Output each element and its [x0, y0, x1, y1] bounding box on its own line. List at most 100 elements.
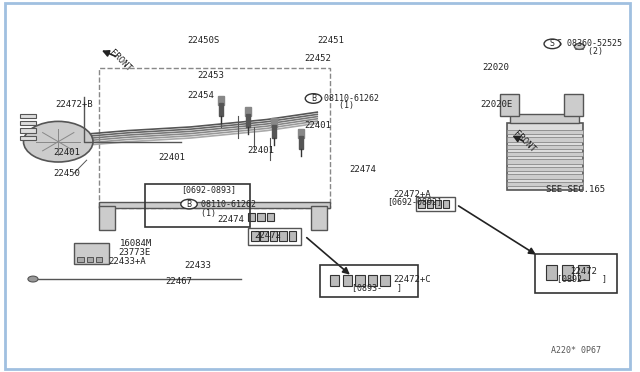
Bar — [77, 257, 83, 262]
Circle shape — [544, 39, 561, 49]
Text: 22472+A: 22472+A — [393, 190, 431, 199]
Text: (1): (1) — [191, 209, 216, 218]
Text: B: B — [186, 200, 191, 209]
Text: 22452: 22452 — [305, 54, 332, 63]
Bar — [562, 265, 573, 280]
Text: 22020: 22020 — [483, 62, 509, 72]
Text: FRONT: FRONT — [108, 48, 133, 73]
Text: 22020E: 22020E — [480, 100, 513, 109]
Bar — [257, 213, 265, 221]
Bar — [20, 121, 36, 125]
Bar — [507, 145, 582, 149]
Bar — [244, 107, 251, 116]
Bar — [248, 213, 255, 221]
Text: FRONT: FRONT — [512, 129, 537, 154]
Text: 23773E: 23773E — [118, 248, 150, 257]
Circle shape — [181, 199, 197, 209]
Text: 22401: 22401 — [53, 148, 80, 157]
Bar — [443, 200, 449, 208]
Bar — [86, 257, 93, 262]
Bar — [507, 182, 582, 186]
Text: 22472+C: 22472+C — [393, 275, 431, 283]
Text: 22472: 22472 — [570, 267, 597, 276]
Bar — [507, 123, 582, 190]
Bar — [355, 275, 365, 286]
Bar — [271, 118, 278, 127]
Bar — [279, 231, 287, 241]
Text: 22453: 22453 — [197, 71, 224, 80]
Text: 22472: 22472 — [254, 231, 281, 240]
Text: B 08110-61262: B 08110-61262 — [314, 94, 379, 103]
Bar — [507, 160, 582, 164]
Text: 22472+B: 22472+B — [55, 100, 93, 109]
Text: S: S — [550, 39, 555, 48]
Bar — [577, 265, 589, 280]
Text: [0692-0892]: [0692-0892] — [387, 197, 442, 206]
Text: 22450S: 22450S — [188, 36, 220, 45]
Bar — [267, 213, 275, 221]
Bar — [246, 114, 250, 127]
Bar — [330, 275, 339, 286]
Bar — [564, 94, 582, 116]
Bar — [507, 130, 582, 134]
Bar — [311, 206, 327, 230]
Bar — [368, 275, 377, 286]
Bar — [426, 200, 433, 208]
Text: [0892-   ]: [0892- ] — [557, 275, 607, 283]
Text: [0692-0893]: [0692-0893] — [181, 185, 236, 194]
Text: 22451: 22451 — [317, 36, 344, 45]
Text: 22433+A: 22433+A — [109, 257, 147, 266]
Text: 22401: 22401 — [305, 121, 332, 129]
Text: (1): (1) — [324, 101, 353, 110]
Text: 16084M: 16084M — [120, 239, 152, 248]
Bar — [273, 125, 276, 138]
Bar — [507, 167, 582, 171]
Bar — [20, 136, 36, 140]
Text: B: B — [311, 94, 316, 103]
Bar — [270, 231, 278, 241]
Text: 22401: 22401 — [248, 147, 275, 155]
Circle shape — [305, 94, 322, 103]
Bar — [546, 265, 557, 280]
Bar — [435, 200, 441, 208]
Bar — [298, 129, 304, 138]
Text: 22433: 22433 — [184, 261, 211, 270]
Text: B 08110-61262: B 08110-61262 — [191, 200, 256, 209]
Bar — [248, 228, 301, 245]
Bar — [500, 94, 520, 116]
Text: S 08360-52525: S 08360-52525 — [557, 39, 622, 48]
Circle shape — [24, 121, 93, 162]
Bar — [419, 200, 425, 208]
Bar — [507, 137, 582, 142]
Text: 22401: 22401 — [158, 153, 185, 162]
Bar — [99, 202, 330, 208]
Bar — [510, 114, 579, 123]
Bar — [218, 96, 225, 105]
Text: 22474: 22474 — [218, 215, 244, 224]
Bar — [507, 174, 582, 179]
Text: (2): (2) — [573, 47, 603, 56]
Text: 22454: 22454 — [188, 91, 214, 100]
Bar — [299, 136, 303, 149]
Text: A220* 0P67: A220* 0P67 — [551, 346, 601, 355]
Bar — [416, 197, 455, 211]
Text: SEE SEC.165: SEE SEC.165 — [546, 185, 605, 194]
Bar — [260, 231, 268, 241]
Circle shape — [574, 44, 584, 49]
Bar — [20, 113, 36, 118]
Text: [0893-   ]: [0893- ] — [352, 283, 402, 292]
Text: 22450: 22450 — [53, 169, 80, 177]
Bar — [74, 243, 109, 263]
Bar — [289, 231, 296, 241]
Circle shape — [28, 276, 38, 282]
Bar — [99, 206, 115, 230]
Bar — [96, 257, 102, 262]
Bar — [507, 152, 582, 157]
Bar — [342, 275, 352, 286]
Bar — [220, 103, 223, 116]
Bar — [20, 128, 36, 133]
Bar — [251, 231, 259, 241]
Bar — [380, 275, 390, 286]
Text: 22474: 22474 — [349, 165, 376, 174]
Text: 22467: 22467 — [166, 278, 193, 286]
